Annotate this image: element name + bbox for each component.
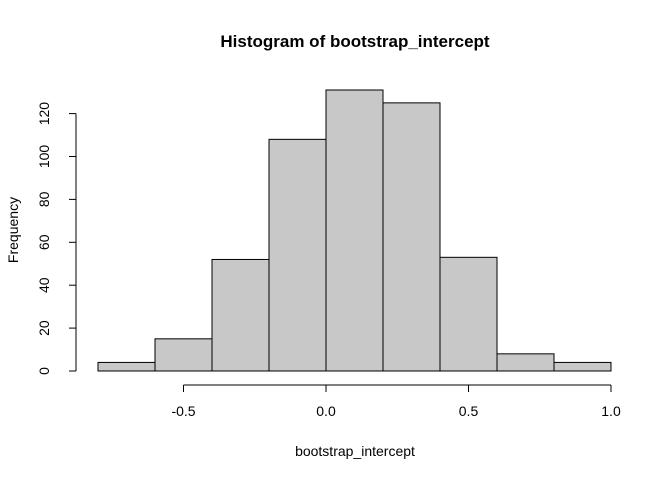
- x-tick-label: 1.0: [601, 403, 621, 419]
- histogram-bar-5: [382, 102, 441, 372]
- y-tick-label: 120: [36, 102, 52, 126]
- x-tick-label: 0.5: [459, 403, 479, 419]
- chart-title: Histogram of bootstrap_intercept: [220, 32, 490, 51]
- y-tick-label: 80: [36, 191, 52, 207]
- histogram-bar-3: [268, 138, 327, 372]
- x-axis-label: bootstrap_intercept: [295, 443, 415, 459]
- histogram-bar-0: [97, 361, 156, 372]
- y-axis: 0 20 40 60 80 100 120: [36, 102, 77, 375]
- histogram-bar-4: [325, 89, 384, 372]
- histogram-bar-7: [496, 353, 555, 372]
- y-tick-label: 40: [36, 277, 52, 293]
- histogram-bar-2: [211, 258, 270, 372]
- histogram-bar-6: [439, 256, 498, 372]
- histogram-bar-1: [154, 338, 213, 372]
- x-axis: -0.5 0.0 0.5 1.0: [171, 384, 621, 419]
- x-tick-label: -0.5: [171, 403, 195, 419]
- histogram-bar-8: [553, 361, 612, 372]
- y-tick-label: 0: [36, 367, 52, 375]
- y-axis-label: Frequency: [5, 197, 21, 263]
- x-tick-label: 0.0: [316, 403, 336, 419]
- y-tick-label: 100: [36, 145, 52, 169]
- y-tick-label: 20: [36, 320, 52, 336]
- histogram-bars: [97, 89, 612, 372]
- y-tick-label: 60: [36, 234, 52, 250]
